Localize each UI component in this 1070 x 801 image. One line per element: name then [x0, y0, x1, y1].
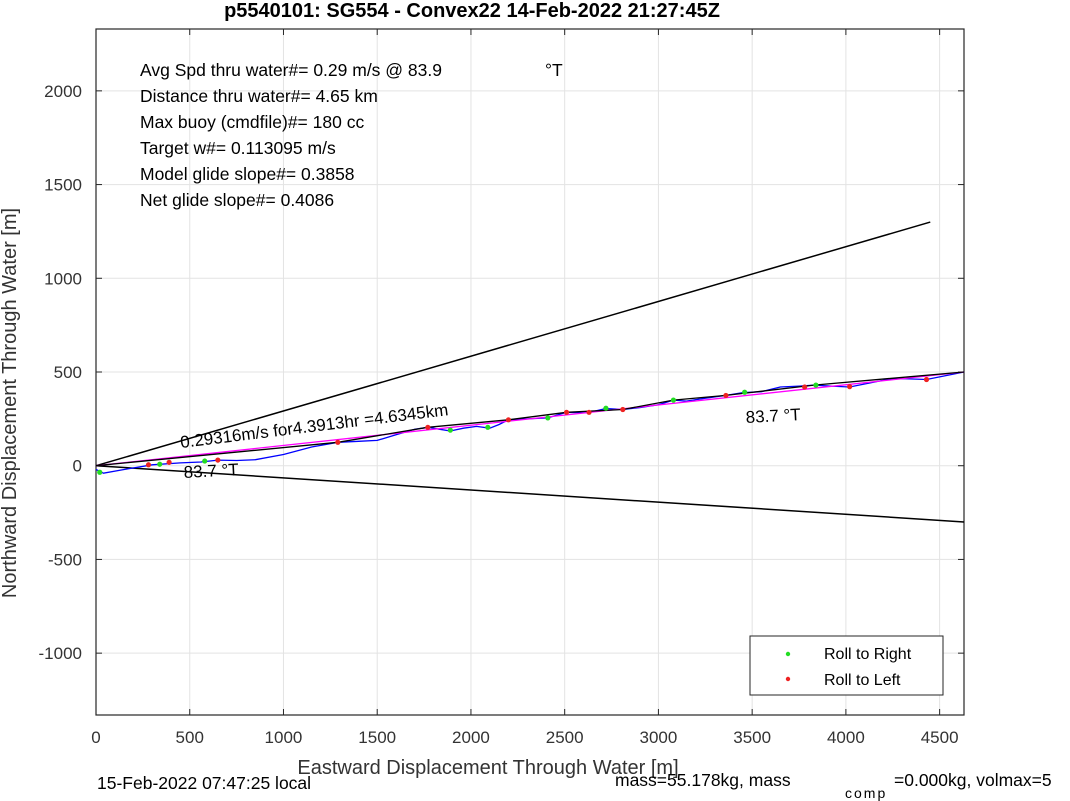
legend-label-roll-right: Roll to Right: [824, 646, 912, 663]
footer-mass-comp-volmax: =0.000kg, volmax=5: [894, 770, 1052, 790]
info-line-avg-speed: Avg Spd thru water#= 0.29 m/s @ 83.9: [140, 60, 442, 80]
roll-left-point: [166, 459, 172, 465]
roll-left-point: [923, 376, 930, 383]
info-line-model-glide: Model glide slope#= 0.3858: [140, 164, 355, 184]
legend-marker-roll-left: [785, 676, 791, 682]
x-tick-label: 2000: [452, 728, 490, 747]
info-line-max-buoy: Max buoy (cmdfile)#= 180 cc: [140, 112, 364, 132]
legend-box: [749, 635, 944, 696]
cone-line-1: [95, 221, 931, 467]
info-line-distance: Distance thru water#= 4.65 km: [140, 86, 378, 106]
roll-right-point: [813, 382, 819, 388]
roll-left-point: [847, 384, 853, 390]
info-block: Avg Spd thru water#= 0.29 m/s @ 83.9 °T …: [140, 60, 563, 210]
axis-ticks: 0 500 1000 1500 2000 2500 3000 3500 4000 4500 -100…: [39, 29, 964, 747]
info-line-target-w: Target w#= 0.113095 m/s: [140, 138, 336, 158]
roll-right-point: [157, 461, 163, 467]
legend-label-roll-left: Roll to Left: [824, 672, 901, 689]
x-tick-label: 2500: [546, 728, 584, 747]
x-tick-label: 1500: [358, 728, 396, 747]
roll-right-point: [670, 397, 677, 403]
y-tick-label: 500: [54, 363, 82, 382]
legend-marker-roll-right: [785, 651, 791, 657]
info-line-net-glide: Net glide slope#= 0.4086: [140, 190, 334, 210]
annotation-heading-start: 83.7 °T: [183, 460, 239, 482]
roll-left-point: [723, 392, 729, 399]
x-tick-label: 0: [91, 728, 100, 747]
footer-mass-comp-subscript: comp: [845, 785, 887, 801]
x-tick-label: 3500: [733, 728, 771, 747]
roll-left-point: [802, 384, 808, 390]
mean-heading-line: [95, 371, 965, 467]
cone-line-2: [95, 464, 965, 523]
info-line-avg-speed-unit: °T: [545, 60, 563, 80]
y-tick-label: 2000: [44, 82, 82, 101]
y-tick-label: -1000: [39, 644, 82, 663]
x-tick-label: 4000: [827, 728, 865, 747]
y-tick-label: 1000: [44, 269, 82, 288]
roll-left-point: [425, 424, 431, 430]
x-axis-label: Eastward Displacement Through Water [m]: [297, 757, 678, 779]
roll-left-point: [215, 457, 221, 463]
grid: [95, 29, 964, 715]
legend: Roll to Right Roll to Left: [749, 635, 944, 696]
roll-right-point: [202, 458, 208, 464]
chart-title: p5540101: SG554 - Convex22 14-Feb-2022 2…: [224, 0, 720, 22]
series-lines: [95, 221, 965, 523]
roll-left-point: [505, 417, 512, 423]
y-axis-label: Northward Displacement Through Water [m]: [0, 208, 21, 598]
roll-right-point: [603, 405, 609, 411]
roll-left-point: [145, 462, 152, 468]
x-tick-label: 1000: [265, 728, 303, 747]
roll-right-point: [742, 389, 748, 395]
x-tick-label: 4500: [921, 728, 959, 747]
y-tick-label: 0: [73, 457, 82, 476]
y-tick-label: 1500: [44, 176, 82, 195]
footer-local-time: 15-Feb-2022 07:47:25 local: [97, 773, 311, 793]
surface-track-line: [95, 371, 965, 467]
roll-right-point: [545, 415, 551, 421]
roll-left-point: [563, 409, 570, 415]
footer-mass: mass=55.178kg, mass: [615, 770, 791, 790]
dive-track-line: [95, 371, 965, 474]
roll-left-point: [335, 439, 341, 445]
x-tick-label: 500: [176, 728, 204, 747]
roll-right-point: [447, 427, 453, 433]
roll-left-point: [620, 406, 626, 413]
x-tick-label: 3000: [640, 728, 678, 747]
footer: 15-Feb-2022 07:47:25 local mass=55.178kg…: [97, 770, 1052, 801]
roll-markers: [97, 376, 930, 475]
roll-right-point: [485, 424, 491, 430]
y-tick-label: -500: [48, 550, 82, 569]
roll-left-point: [586, 409, 592, 415]
annotation-heading-end: 83.7 °T: [745, 405, 801, 427]
roll-right-point: [97, 469, 103, 475]
